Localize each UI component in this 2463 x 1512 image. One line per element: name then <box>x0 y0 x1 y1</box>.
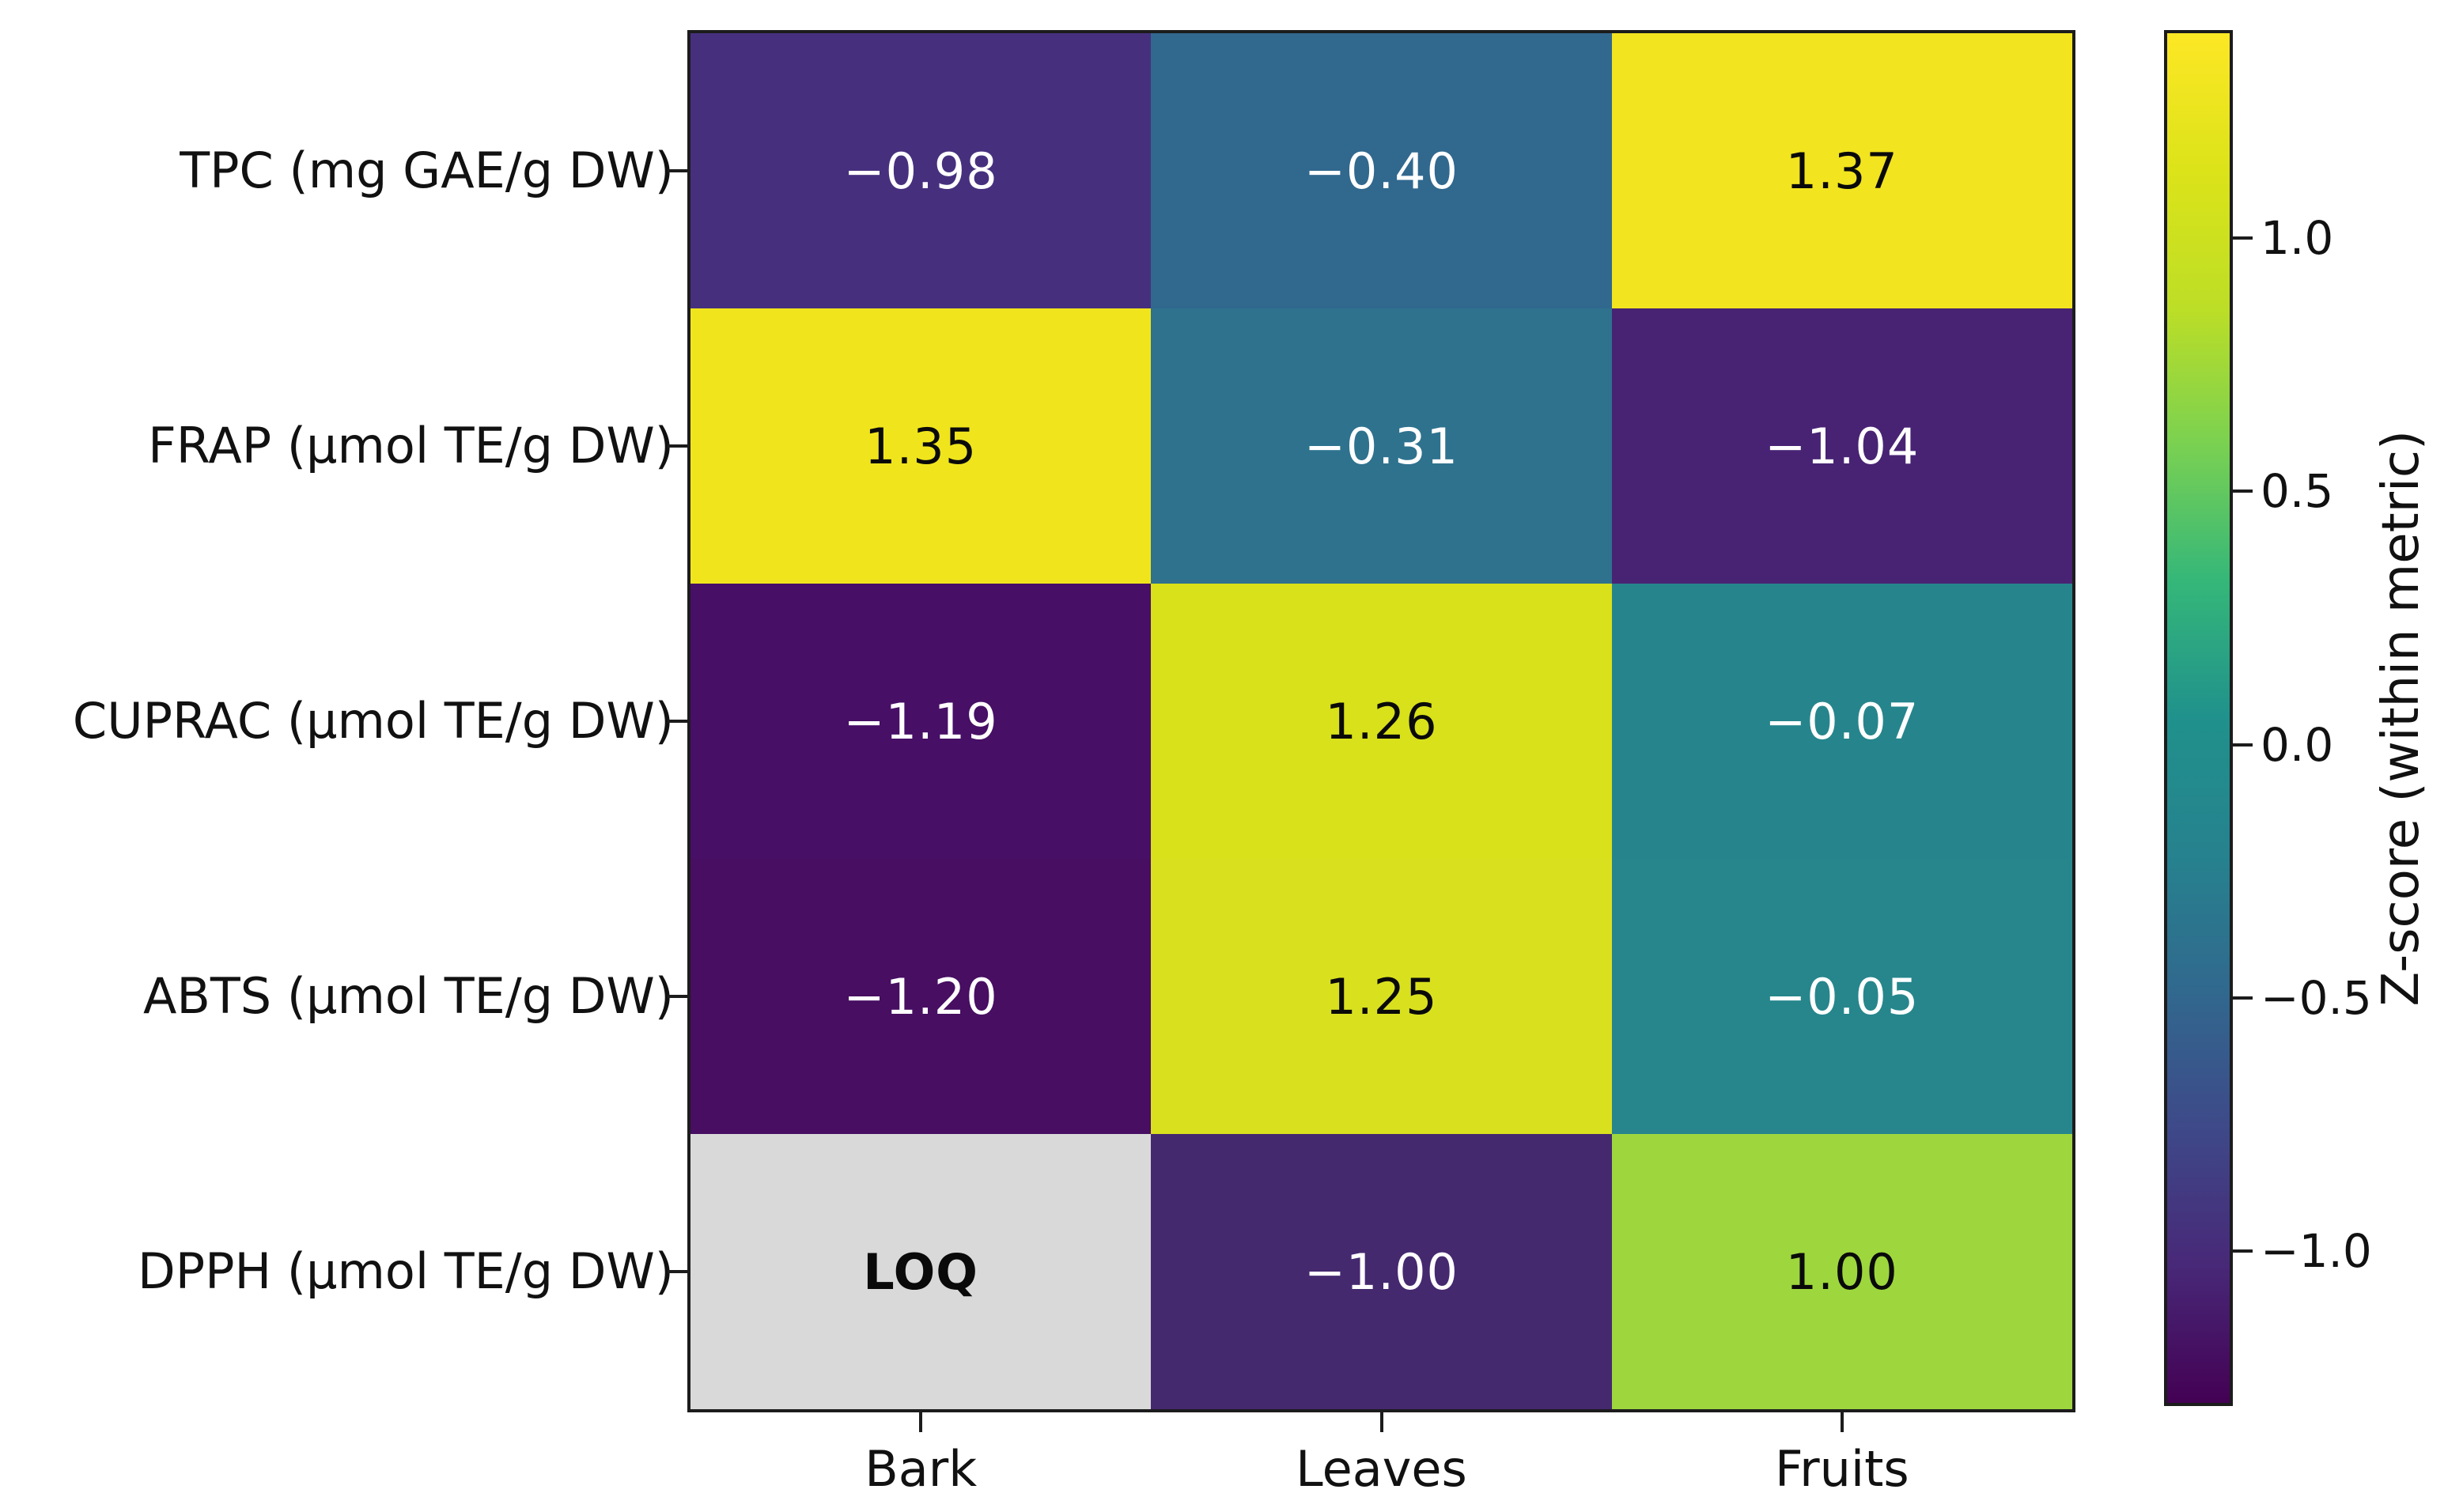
column-label: Fruits <box>1774 1440 1909 1498</box>
y-tick-mark <box>668 1270 687 1273</box>
y-tick-mark <box>668 169 687 172</box>
row-label: DPPH (μmol TE/g DW) <box>138 1242 674 1300</box>
x-tick-mark <box>1840 1412 1844 1432</box>
colorbar-tick-mark <box>2233 996 2253 1000</box>
heatmap-grid: −0.98 −0.40 1.37 1.35 −0.31 −1.04 −1.19 1.26 −0.… <box>687 30 2075 1412</box>
heatmap-cell: −1.04 <box>1611 308 2072 584</box>
x-tick-mark <box>1379 1412 1383 1432</box>
heatmap-cell: −0.98 <box>690 33 1152 308</box>
column-label: Bark <box>865 1440 978 1498</box>
heatmap-cell: 1.37 <box>1611 33 2072 308</box>
heatmap-cell: −0.05 <box>1611 859 2072 1134</box>
heatmap-cell: −0.31 <box>1151 308 1612 584</box>
colorbar-gradient <box>2164 30 2233 1406</box>
colorbar-tick-label: 0.5 <box>2261 464 2334 519</box>
colorbar-tick-mark <box>2233 743 2253 747</box>
heatmap-cell: −1.19 <box>690 584 1152 859</box>
row-label: CUPRAC (μmol TE/g DW) <box>72 692 674 750</box>
colorbar-tick-label: 0.0 <box>2261 717 2334 772</box>
colorbar-tick-label: 1.0 <box>2261 211 2334 266</box>
heatmap-cell: −1.00 <box>1151 1134 1612 1409</box>
colorbar-tick-mark <box>2233 490 2253 493</box>
x-tick-mark <box>919 1412 923 1432</box>
colorbar-tick-label: −0.5 <box>2261 970 2372 1025</box>
colorbar-tick-label: −1.0 <box>2261 1223 2372 1278</box>
colorbar-axis-label: Z-score (within metric) <box>2363 30 2439 1406</box>
heatmap-cell: 1.25 <box>1151 859 1612 1134</box>
colorbar-tick-mark <box>2233 1249 2253 1253</box>
y-tick-mark <box>668 720 687 723</box>
y-tick-mark <box>668 444 687 448</box>
y-tick-mark <box>668 995 687 998</box>
heatmap-cell: LOQ <box>690 1134 1152 1409</box>
row-label: FRAP (μmol TE/g DW) <box>148 417 674 474</box>
heatmap-cell: 1.26 <box>1151 584 1612 859</box>
heatmap-cell: 1.35 <box>690 308 1152 584</box>
colorbar-axis-label-text: Z-score (within metric) <box>2372 429 2431 1007</box>
heatmap-cell: −0.40 <box>1151 33 1612 308</box>
heatmap-cell: −1.20 <box>690 859 1152 1134</box>
row-label: ABTS (μmol TE/g DW) <box>142 967 674 1025</box>
heatmap-cell: −0.07 <box>1611 584 2072 859</box>
heatmap-cell: 1.00 <box>1611 1134 2072 1409</box>
row-label: TPC (mg GAE/g DW) <box>180 142 674 199</box>
column-label: Leaves <box>1296 1440 1467 1498</box>
colorbar-tick-mark <box>2233 236 2253 240</box>
